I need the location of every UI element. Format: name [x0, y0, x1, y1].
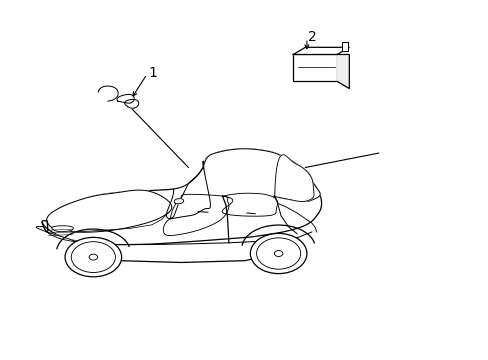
Polygon shape [124, 99, 139, 108]
Polygon shape [36, 226, 75, 242]
Ellipse shape [65, 237, 122, 277]
Polygon shape [293, 47, 348, 54]
Polygon shape [166, 166, 210, 219]
Text: 1: 1 [148, 67, 157, 81]
Polygon shape [174, 199, 183, 204]
Text: 2: 2 [308, 30, 317, 44]
Polygon shape [273, 155, 313, 202]
Polygon shape [47, 190, 171, 232]
Polygon shape [163, 194, 228, 235]
Ellipse shape [89, 254, 98, 260]
Ellipse shape [256, 238, 300, 269]
Polygon shape [222, 193, 277, 216]
Polygon shape [336, 54, 348, 89]
Polygon shape [51, 226, 73, 232]
Ellipse shape [274, 251, 282, 257]
Ellipse shape [71, 242, 115, 273]
Polygon shape [203, 149, 320, 205]
Ellipse shape [250, 233, 306, 274]
Polygon shape [117, 94, 134, 103]
Polygon shape [42, 182, 321, 245]
Polygon shape [341, 42, 347, 51]
Bar [293, 54, 336, 81]
